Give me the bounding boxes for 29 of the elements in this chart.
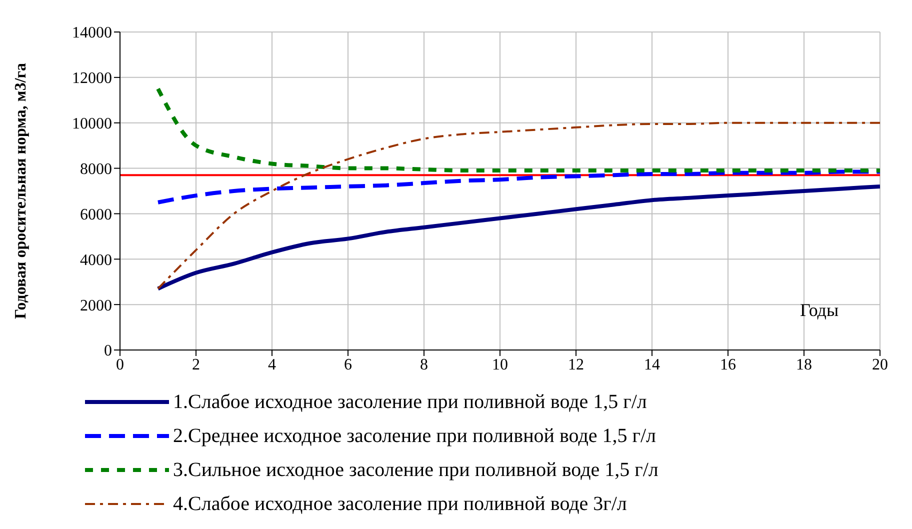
y-axis-title: Годовая оросительная норма, м3/га [12, 62, 30, 320]
legend-label: 4.Слабое исходное засоление при поливной воде 3г/л [173, 492, 627, 516]
x-tick-label: 12 [568, 356, 584, 374]
legend-label: 3.Сильное исходное засоление при поливной воде 1,5 г/л [173, 458, 658, 482]
x-tick-label: 20 [872, 356, 888, 374]
x-tick-label: 14 [644, 356, 660, 374]
x-tick-label: 0 [116, 356, 124, 374]
x-axis-title: Годы [800, 300, 839, 321]
line-series [156, 86, 880, 173]
line-series [157, 122, 880, 290]
line-series [156, 184, 880, 291]
x-tick-label: 10 [492, 356, 508, 374]
x-tick-label: 16 [720, 356, 736, 374]
y-tick-label: 10000 [72, 116, 112, 133]
x-tick-label: 18 [796, 356, 812, 374]
y-tick-label: 6000 [80, 206, 112, 224]
legend-label: 2.Среднее исходное засоление при поливной воде 1,5 г/л [173, 424, 656, 448]
x-tick-label: 6 [344, 356, 352, 374]
x-tick-label: 2 [192, 356, 200, 374]
legend-label: 1.Слабое исходное засоление при поливной воде 1,5 г/л [173, 390, 647, 414]
x-tick-label: 8 [420, 356, 428, 374]
x-tick-label: 4 [268, 356, 276, 374]
y-tick-label: 8000 [80, 160, 112, 178]
y-tick-label: 4000 [80, 252, 112, 269]
y-tick-label: 14000 [72, 24, 112, 42]
y-tick-label: 0 [104, 342, 112, 360]
y-tick-label: 12000 [72, 70, 112, 88]
y-tick-label: 2000 [80, 297, 112, 314]
line-series [156, 170, 880, 204]
